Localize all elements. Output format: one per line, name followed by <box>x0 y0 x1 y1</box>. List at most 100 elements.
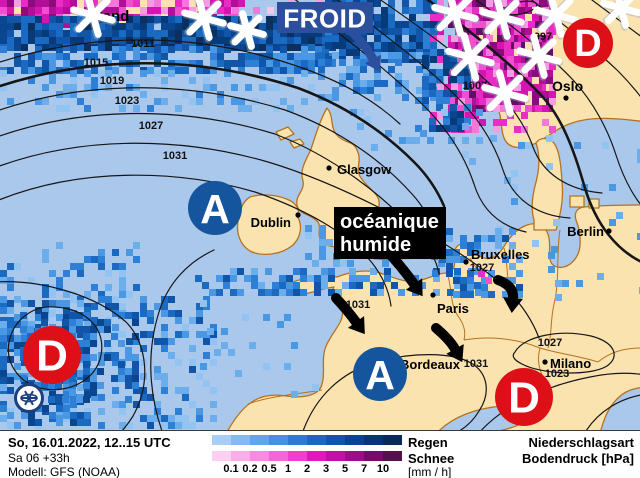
precip-pixel <box>422 97 429 104</box>
precip-pixel <box>433 289 440 296</box>
precip-pixel <box>224 30 231 37</box>
precip-pixel <box>63 412 70 419</box>
surface-pressure-precipitation-map: 1011 1015 1019 1023 1027 1031 997 1007 1027 1031 1… <box>0 0 640 430</box>
precip-pixel <box>161 331 168 338</box>
precip-pixel <box>516 270 523 277</box>
precip-pixel <box>125 312 132 319</box>
precip-pixel <box>443 62 450 69</box>
precip-pixel <box>493 126 500 133</box>
precip-pixel <box>542 63 549 70</box>
precip-pixel <box>446 249 453 256</box>
danish-island <box>569 195 585 208</box>
precip-pixel <box>35 67 42 74</box>
precip-pixel <box>416 28 423 35</box>
precip-pixel <box>168 30 175 37</box>
snowflake-symbol-layer <box>70 0 640 119</box>
snowflake-icon <box>70 0 117 40</box>
precip-pixel <box>62 319 69 326</box>
precip-pixel <box>196 303 203 310</box>
precip-pixel <box>161 338 168 345</box>
precip-pixel <box>77 263 84 270</box>
precip-pixel <box>7 98 14 105</box>
precip-pixel <box>539 91 546 98</box>
precip-pixel <box>339 80 346 87</box>
precip-pixel <box>14 44 21 51</box>
precip-pixel <box>182 415 189 422</box>
precip-pixel <box>77 384 84 391</box>
precip-pixel <box>189 7 196 14</box>
precip-pixel <box>266 60 273 67</box>
country-border <box>463 337 599 363</box>
snowflake-arm <box>75 0 111 33</box>
precip-pixel <box>84 105 91 112</box>
precip-pixel <box>49 53 56 60</box>
precip-pixel <box>111 375 118 382</box>
precip-pixel <box>154 303 161 310</box>
precip-pixel <box>231 0 238 7</box>
precip-pixel <box>448 137 455 144</box>
precip-pixel <box>475 289 482 296</box>
precip-pixel <box>347 260 354 267</box>
precip-pixel <box>76 319 83 326</box>
snowflake-arm <box>450 37 490 77</box>
precip-pixel <box>318 59 325 66</box>
precip-pixel <box>21 30 28 37</box>
precip-pixel <box>476 49 483 56</box>
precip-pixel <box>416 52 423 59</box>
precip-pixel <box>21 0 28 7</box>
isobar-line <box>585 394 640 430</box>
precip-pixel <box>301 30 308 37</box>
precip-pixel <box>168 46 175 53</box>
precip-pixel <box>293 268 300 275</box>
precip-pixel <box>98 84 105 91</box>
precip-pixel <box>132 319 139 326</box>
precip-pixel <box>474 235 481 242</box>
precip-pixel <box>140 373 147 380</box>
precip-pixel <box>476 91 483 98</box>
precip-pixel <box>333 260 340 267</box>
isobar-line <box>425 0 640 263</box>
precip-pixel <box>203 352 210 359</box>
precip-pixel <box>48 396 55 403</box>
country-border <box>247 389 323 405</box>
precip-pixel <box>284 314 291 321</box>
precip-pixel <box>259 67 266 74</box>
precip-pixel <box>308 67 315 74</box>
precip-pixel <box>301 46 308 53</box>
precip-pixel <box>451 35 458 42</box>
precip-pixel <box>133 53 140 60</box>
precip-pixel <box>518 63 525 70</box>
precip-pixel <box>63 270 70 277</box>
precip-pixel <box>154 46 161 53</box>
precip-pixel <box>224 70 231 77</box>
precip-pixel <box>535 35 542 42</box>
precip-pixel <box>532 91 539 98</box>
precip-pixel <box>472 119 479 126</box>
precip-pixel <box>63 84 70 91</box>
precip-pixel <box>549 63 556 70</box>
precip-pixel <box>457 69 464 76</box>
precip-pixel <box>525 77 532 84</box>
precip-pixel <box>388 42 395 49</box>
precip-pixel <box>514 42 521 49</box>
precip-pixel <box>483 14 490 21</box>
precip-pixel <box>63 307 70 314</box>
precip-pixel <box>133 387 140 394</box>
precip-pixel <box>277 321 284 328</box>
precip-pixel <box>497 63 504 70</box>
precip-pixel <box>49 44 56 51</box>
precip-pixel <box>21 300 28 307</box>
precip-pixel <box>49 16 56 23</box>
precip-pixel <box>437 28 444 35</box>
precip-pixel <box>14 349 21 356</box>
precip-pixel <box>112 249 119 256</box>
precip-pixel <box>112 7 119 14</box>
snowflake-arm <box>186 0 222 36</box>
precip-pixel <box>464 118 471 125</box>
precip-pixel <box>49 270 56 277</box>
precip-pixel <box>119 105 126 112</box>
precip-pixel <box>467 242 474 249</box>
precip-pixel <box>374 28 381 35</box>
precip-pixel <box>447 289 454 296</box>
precip-pixel <box>161 296 168 303</box>
